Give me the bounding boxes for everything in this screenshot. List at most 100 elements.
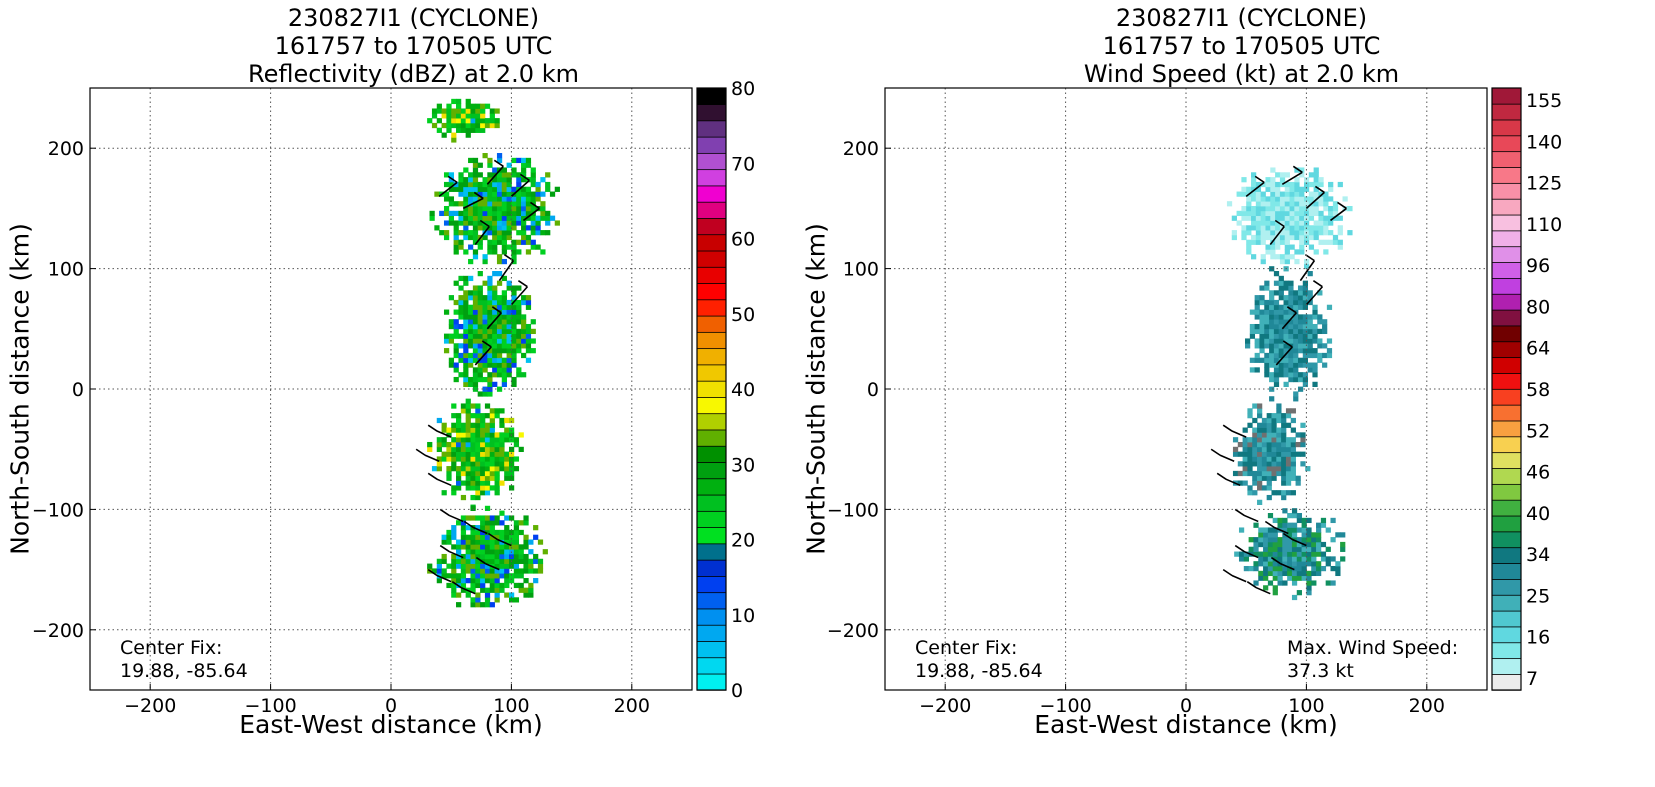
data-cell bbox=[494, 520, 500, 526]
data-cell bbox=[528, 568, 534, 574]
data-cell bbox=[470, 422, 476, 428]
data-cell bbox=[475, 441, 481, 448]
data-cell bbox=[460, 568, 467, 574]
data-cell bbox=[1241, 230, 1247, 236]
data-cell bbox=[499, 451, 505, 457]
data-cell bbox=[504, 470, 510, 477]
data-cell bbox=[1265, 186, 1271, 192]
data-cell bbox=[465, 544, 471, 550]
data-cell bbox=[472, 234, 479, 241]
data-cell bbox=[494, 408, 500, 414]
colorbar-swatch bbox=[1491, 150, 1522, 168]
data-cell bbox=[453, 280, 459, 286]
x-tick-label: 0 bbox=[385, 695, 397, 717]
data-cell bbox=[1297, 338, 1304, 344]
colorbar-tick-label: 80 bbox=[731, 78, 755, 100]
data-cell bbox=[468, 328, 474, 335]
data-cell bbox=[480, 118, 486, 124]
data-cell bbox=[1302, 376, 1309, 383]
data-cell bbox=[465, 480, 471, 486]
data-cell bbox=[1307, 352, 1313, 359]
data-cell bbox=[504, 529, 510, 536]
data-cell bbox=[468, 333, 474, 339]
data-cell bbox=[487, 275, 493, 282]
data-cell bbox=[451, 461, 457, 467]
data-cell bbox=[516, 314, 522, 320]
wind-barb bbox=[1234, 544, 1259, 559]
data-cell bbox=[1308, 234, 1315, 241]
data-cell bbox=[530, 338, 536, 344]
data-cell bbox=[1258, 532, 1264, 538]
data-cell bbox=[496, 333, 503, 339]
data-cell bbox=[477, 323, 483, 330]
data-cell bbox=[533, 553, 539, 560]
data-cell bbox=[443, 210, 450, 217]
data-cell bbox=[1270, 230, 1276, 236]
data-cell bbox=[465, 408, 471, 414]
data-cell bbox=[458, 304, 464, 310]
data-cell bbox=[1330, 537, 1336, 543]
data-cell bbox=[1269, 319, 1275, 325]
data-cell bbox=[1311, 570, 1317, 577]
data-cell bbox=[1252, 446, 1258, 453]
data-cell bbox=[1312, 338, 1318, 344]
data-cell bbox=[463, 186, 469, 192]
data-cell bbox=[463, 210, 469, 217]
data-cell bbox=[1257, 427, 1263, 433]
data-cell bbox=[1294, 210, 1300, 217]
colorbar-tick-label: 60 bbox=[731, 229, 755, 251]
data-cell bbox=[508, 475, 515, 481]
data-cell bbox=[1264, 285, 1270, 291]
data-cell bbox=[1318, 201, 1324, 207]
data-cell bbox=[489, 549, 495, 555]
data-cell bbox=[496, 304, 503, 310]
data-cell bbox=[513, 456, 520, 462]
data-cell bbox=[1278, 333, 1284, 339]
data-cell bbox=[468, 201, 474, 207]
data-cell bbox=[1247, 408, 1253, 414]
data-cell bbox=[1252, 441, 1258, 448]
data-cell bbox=[1252, 475, 1258, 481]
data-cell bbox=[1255, 225, 1262, 231]
center-fix-value: 19.88, -85.64 bbox=[915, 660, 1043, 682]
data-cell bbox=[1281, 441, 1287, 448]
data-cell bbox=[456, 413, 462, 419]
data-cell bbox=[482, 210, 488, 217]
data-cell bbox=[1289, 191, 1295, 197]
data-cell bbox=[458, 343, 464, 349]
wind-barb bbox=[1269, 219, 1285, 246]
data-cell bbox=[1264, 328, 1270, 335]
data-cell bbox=[1293, 323, 1299, 330]
data-cell bbox=[496, 191, 503, 197]
data-cell bbox=[477, 304, 483, 310]
data-cell bbox=[465, 466, 471, 472]
data-cell bbox=[1296, 513, 1302, 519]
data-cell bbox=[475, 466, 481, 472]
colorbar-swatch bbox=[696, 543, 727, 561]
data-cell bbox=[441, 451, 447, 457]
data-cell bbox=[1326, 348, 1333, 354]
data-cell bbox=[1257, 456, 1263, 462]
data-cell bbox=[477, 181, 483, 188]
data-cell bbox=[1242, 461, 1248, 467]
data-cell bbox=[1283, 362, 1289, 368]
x-axis-label: East-West distance (km) bbox=[239, 710, 543, 739]
data-cell bbox=[456, 539, 462, 545]
data-cell bbox=[472, 210, 479, 217]
data-cell bbox=[451, 422, 457, 428]
data-cell bbox=[460, 422, 467, 428]
data-cell bbox=[463, 376, 469, 383]
data-cell bbox=[1257, 470, 1263, 477]
data-cell bbox=[1332, 205, 1339, 212]
data-cell bbox=[456, 456, 462, 462]
data-cell bbox=[521, 314, 527, 320]
reflectivity-panel: 230827I1 (CYCLONE) 161757 to 170505 UTC … bbox=[0, 0, 827, 787]
data-cell bbox=[494, 544, 500, 550]
data-cell bbox=[460, 461, 467, 467]
data-cell bbox=[521, 328, 527, 335]
data-cell bbox=[1316, 527, 1322, 533]
data-cell bbox=[472, 220, 479, 226]
data-cell bbox=[1254, 357, 1260, 363]
colorbar-swatch bbox=[1491, 626, 1522, 644]
data-cell bbox=[525, 215, 532, 221]
